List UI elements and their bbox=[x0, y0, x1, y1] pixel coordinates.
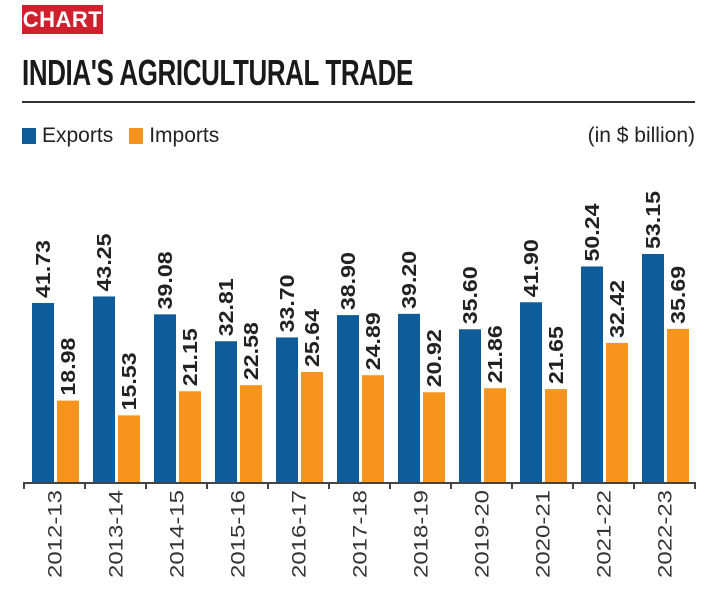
legend: Exports Imports bbox=[22, 124, 235, 148]
legend-label-exports: Exports bbox=[42, 124, 114, 147]
chart-title: INDIA'S AGRICULTURAL TRADE bbox=[22, 52, 413, 93]
legend-label-imports: Imports bbox=[149, 124, 220, 147]
x-tick-label: 2019-20 bbox=[473, 490, 494, 578]
data-label-exports: 50.24 bbox=[582, 202, 604, 261]
bar-imports bbox=[484, 388, 506, 482]
bar-imports bbox=[57, 400, 79, 482]
bar-exports bbox=[32, 302, 54, 482]
x-tick-label: 2020-21 bbox=[534, 490, 555, 578]
bar-exports bbox=[581, 266, 603, 482]
legend-swatch-exports bbox=[22, 128, 36, 144]
data-label-exports: 41.90 bbox=[521, 239, 543, 297]
bar-imports bbox=[362, 375, 384, 482]
bar-exports bbox=[459, 329, 481, 482]
data-label-exports: 39.08 bbox=[155, 251, 177, 309]
data-label-imports: 22.58 bbox=[241, 322, 263, 380]
data-label-imports: 18.98 bbox=[58, 338, 80, 396]
bar-imports bbox=[606, 342, 628, 482]
data-label-exports: 33.70 bbox=[277, 274, 299, 332]
data-label-exports: 43.25 bbox=[94, 233, 116, 291]
bar-exports bbox=[93, 296, 115, 482]
bar-exports bbox=[337, 315, 359, 482]
bar-exports bbox=[642, 253, 664, 482]
data-label-imports: 24.89 bbox=[363, 312, 385, 370]
bar-imports bbox=[301, 372, 323, 482]
x-tick-label: 2017-18 bbox=[351, 490, 372, 578]
x-tick-label: 2021-22 bbox=[595, 490, 616, 578]
bar-exports bbox=[215, 341, 237, 482]
data-label-exports: 38.90 bbox=[338, 252, 360, 310]
data-label-exports: 53.15 bbox=[643, 191, 665, 249]
bar-exports bbox=[398, 313, 420, 482]
data-label-imports: 20.92 bbox=[424, 329, 446, 387]
x-tick-label: 2022-23 bbox=[656, 490, 677, 578]
data-label-imports: 32.42 bbox=[607, 280, 629, 338]
bar-exports bbox=[520, 302, 542, 482]
x-tick-label: 2015-16 bbox=[229, 490, 250, 578]
data-label-exports: 41.73 bbox=[33, 240, 55, 298]
bar-exports bbox=[276, 337, 298, 482]
title-divider bbox=[22, 101, 695, 103]
data-label-exports: 32.81 bbox=[216, 278, 238, 336]
legend-exports: Exports bbox=[22, 124, 113, 148]
x-tick-label: 2018-19 bbox=[412, 490, 433, 578]
data-label-exports: 39.20 bbox=[399, 251, 421, 309]
x-tick-label: 2016-17 bbox=[290, 490, 311, 578]
data-label-imports: 15.53 bbox=[119, 352, 141, 410]
chart-tag: CHART bbox=[22, 5, 103, 34]
x-tick-label: 2012-13 bbox=[46, 490, 67, 578]
bar-imports bbox=[545, 389, 567, 482]
data-label-imports: 21.86 bbox=[485, 325, 507, 383]
bar-imports bbox=[667, 328, 689, 482]
unit-label: (in $ billion) bbox=[587, 124, 695, 147]
bar-imports bbox=[118, 415, 140, 482]
data-label-imports: 35.69 bbox=[668, 266, 690, 324]
legend-imports: Imports bbox=[129, 124, 219, 148]
bar-exports bbox=[154, 314, 176, 482]
data-label-imports: 25.64 bbox=[302, 308, 324, 367]
data-label-exports: 35.60 bbox=[460, 266, 482, 324]
bar-imports bbox=[240, 385, 262, 482]
x-tick-label: 2013-14 bbox=[107, 489, 128, 578]
data-label-imports: 21.65 bbox=[546, 326, 568, 384]
bar-imports bbox=[179, 391, 201, 482]
data-label-imports: 21.15 bbox=[180, 328, 202, 386]
bar-imports bbox=[423, 392, 445, 482]
x-tick-label: 2014-15 bbox=[168, 490, 189, 578]
legend-swatch-imports bbox=[129, 128, 144, 144]
